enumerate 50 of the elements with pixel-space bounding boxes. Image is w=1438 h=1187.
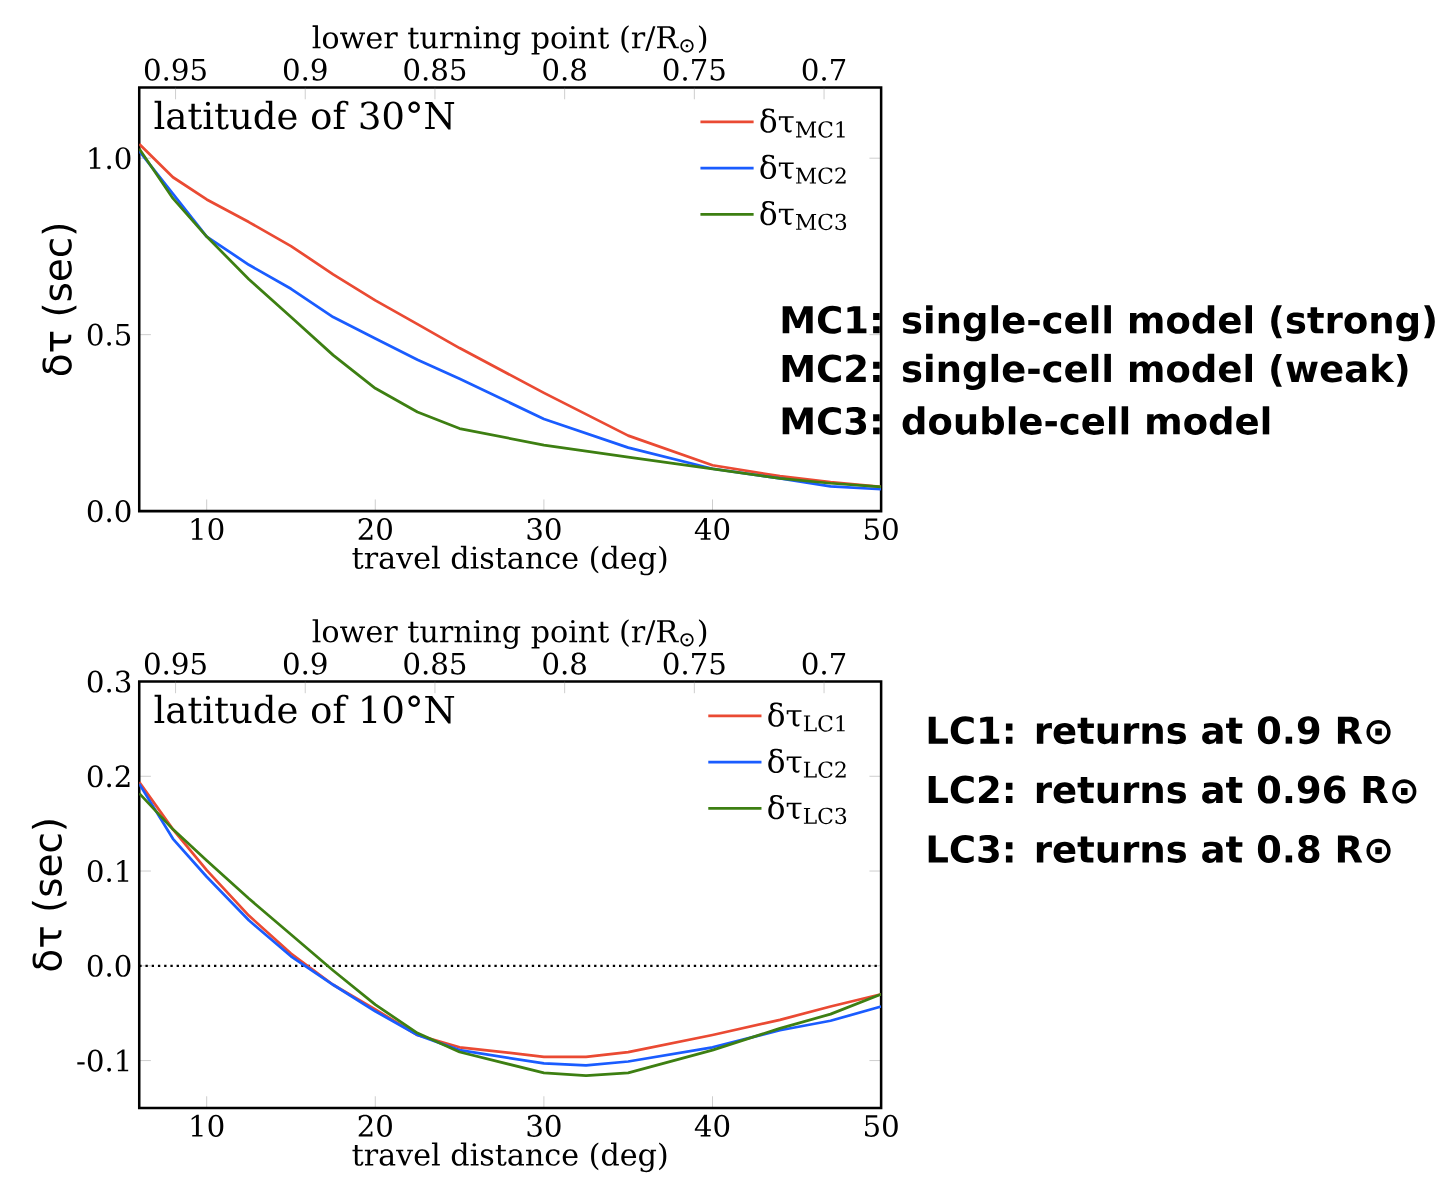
legend-label: δτ$_{LC1}$ bbox=[768, 702, 845, 732]
x2-axis-title: lower turning point (r/R$_{⊙}$) bbox=[312, 619, 707, 650]
x2-tick-label: 0.8 bbox=[543, 652, 586, 675]
x2-tick-label: 0.9 bbox=[283, 652, 327, 675]
y-axis-title: δτ (sec) bbox=[41, 224, 77, 376]
annotation: MC2: single-cell model (weak) bbox=[782, 353, 1408, 391]
y-tick-label: 0.0 bbox=[87, 500, 131, 523]
legend-label: δτ$_{MC3}$ bbox=[760, 201, 847, 231]
x-tick-label: 30 bbox=[527, 1114, 561, 1138]
legend-label: δτ$_{LC3}$ bbox=[768, 795, 847, 825]
x2-tick-label: 0.8 bbox=[543, 58, 586, 81]
chart-title: latitude of 10°N bbox=[154, 694, 455, 724]
x2-tick-label: 0.7 bbox=[802, 58, 846, 81]
y-axis-title: δτ (sec) bbox=[31, 820, 67, 971]
text: LC2: returns at 0.96 R⊙ bbox=[928, 775, 1417, 804]
text: LC1: returns at 0.9 R⊙ bbox=[928, 716, 1391, 745]
x2-tick-label: 0.95 bbox=[144, 58, 206, 81]
x-tick-label: 50 bbox=[865, 1114, 898, 1138]
x-tick-label: 10 bbox=[191, 518, 224, 541]
x-tick-label: 10 bbox=[191, 1114, 224, 1138]
annotation: MC1: single-cell model (strong) bbox=[782, 305, 1435, 342]
x-axis-title: travel distance (deg) bbox=[352, 1142, 667, 1173]
y-tick-label: -0.1 bbox=[77, 1049, 129, 1072]
y-tick-label: 0.2 bbox=[87, 765, 130, 788]
x2-tick-label: 0.95 bbox=[144, 652, 206, 675]
x-tick-label: 30 bbox=[527, 518, 561, 541]
x-tick-label: 40 bbox=[694, 1114, 730, 1138]
y-tick-label: 0.0 bbox=[87, 954, 131, 977]
x2-tick-label: 0.75 bbox=[663, 652, 725, 675]
legend-label: δτ$_{MC1}$ bbox=[760, 108, 845, 138]
text: LC3: returns at 0.8 R⊙ bbox=[928, 835, 1391, 864]
x2-tick-label: 0.85 bbox=[404, 58, 466, 81]
x-tick-label: 40 bbox=[694, 518, 730, 541]
x2-tick-label: 0.7 bbox=[802, 652, 846, 675]
y-tick-label: 1.0 bbox=[89, 147, 131, 170]
x-tick-label: 20 bbox=[358, 1114, 392, 1138]
x2-axis-title: lower turning point (r/R$_{⊙}$) bbox=[312, 25, 707, 56]
y-tick-label: 0.5 bbox=[87, 323, 131, 346]
annotation: MC3: double-cell model bbox=[782, 406, 1270, 435]
y-tick-label: 0.3 bbox=[87, 670, 131, 693]
x-tick-label: 50 bbox=[865, 518, 898, 541]
legend-label: δτ$_{MC2}$ bbox=[760, 154, 846, 185]
x2-tick-label: 0.85 bbox=[404, 652, 466, 675]
legend-label: δτ$_{LC2}$ bbox=[768, 748, 846, 778]
y-tick-label: 0.1 bbox=[87, 860, 129, 883]
x2-tick-label: 0.9 bbox=[283, 58, 327, 81]
x-tick-label: 20 bbox=[358, 518, 392, 541]
chart-title: latitude of 30°N bbox=[154, 100, 455, 130]
x2-tick-label: 0.75 bbox=[663, 58, 725, 81]
x-axis-title: travel distance (deg) bbox=[352, 545, 667, 576]
